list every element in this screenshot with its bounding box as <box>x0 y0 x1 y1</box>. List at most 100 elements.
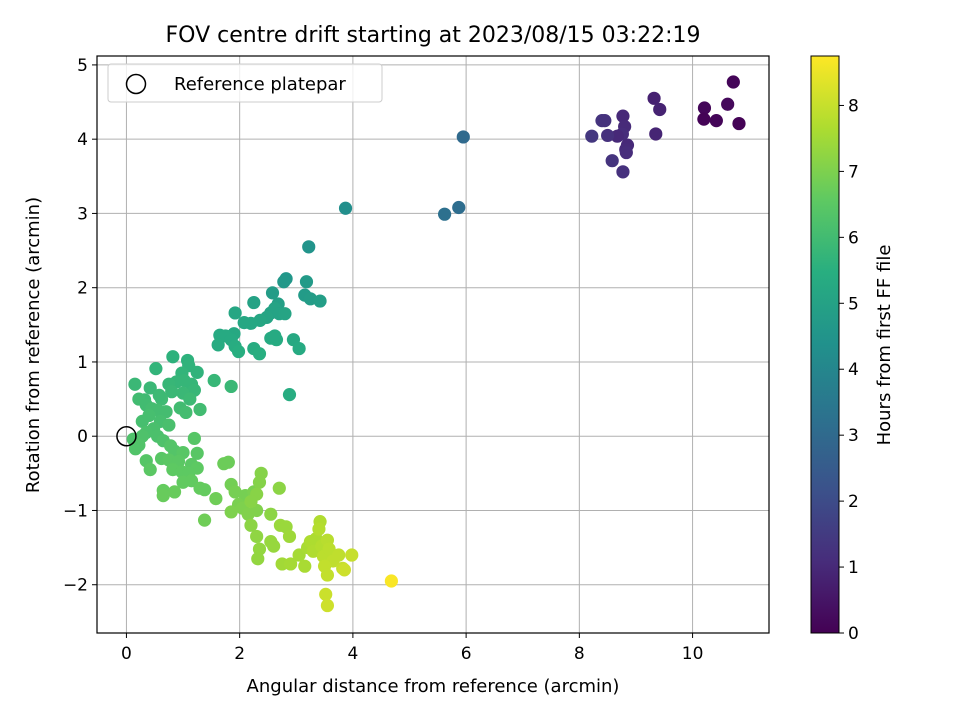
data-point <box>143 381 157 395</box>
colorbar-label: Hours from first FF file <box>874 245 895 446</box>
data-point <box>237 315 251 330</box>
x-tick-label: 4 <box>347 644 358 664</box>
data-point <box>264 507 278 521</box>
data-point <box>721 97 735 111</box>
data-point <box>165 385 179 399</box>
data-point <box>267 539 281 553</box>
data-point <box>193 402 207 417</box>
data-point <box>616 165 630 179</box>
chart-title: FOV centre drift starting at 2023/08/15 … <box>166 23 701 48</box>
data-point <box>128 442 143 456</box>
data-point <box>585 129 599 143</box>
data-point <box>284 557 298 571</box>
colorbar-tick-label: 2 <box>848 492 859 512</box>
data-point <box>231 344 246 359</box>
y-tick-label: −2 <box>63 576 88 596</box>
colorbar-tick-label: 5 <box>848 294 859 314</box>
data-point <box>197 513 212 527</box>
data-point <box>272 481 286 495</box>
y-tick-label: −1 <box>63 501 88 521</box>
data-point <box>292 341 306 356</box>
data-point <box>299 275 314 289</box>
data-point <box>197 483 212 497</box>
data-point <box>319 587 333 601</box>
data-point <box>601 128 615 143</box>
y-tick-label: 1 <box>77 353 88 373</box>
data-point <box>320 568 335 582</box>
x-tick-label: 8 <box>574 644 585 664</box>
data-point <box>726 75 740 89</box>
data-point <box>337 563 352 577</box>
x-axis-label: Angular distance from reference (arcmin) <box>247 676 620 697</box>
data-point <box>224 505 238 519</box>
y-tick-label: 0 <box>77 427 88 447</box>
y-tick-label: 4 <box>77 130 88 150</box>
colorbar-tick-label: 0 <box>848 624 859 644</box>
data-point <box>228 485 242 499</box>
data-point <box>184 474 199 488</box>
data-point <box>247 295 261 310</box>
legend-box <box>107 63 383 103</box>
x-tick-label: 6 <box>461 644 472 664</box>
data-point <box>332 548 346 562</box>
colorbar: 0 1 2 3 4 5 6 7 8 Hours from first FF file <box>810 55 895 644</box>
data-point <box>211 338 225 352</box>
colorbar-tick-label: 4 <box>848 360 859 380</box>
y-tick-label: 2 <box>77 279 88 299</box>
data-point <box>312 522 326 536</box>
data-point <box>616 109 630 123</box>
data-point <box>244 494 258 509</box>
data-point <box>152 388 166 402</box>
data-point <box>143 463 157 477</box>
data-point <box>252 347 267 361</box>
data-point <box>322 542 336 556</box>
data-point <box>265 286 280 300</box>
data-point <box>162 418 176 432</box>
x-tick-label: 10 <box>682 644 704 664</box>
data-point <box>452 200 466 215</box>
plot-frame <box>96 55 770 634</box>
data-point <box>320 598 335 613</box>
x-tick-label: 2 <box>234 644 245 664</box>
data-point <box>187 431 201 446</box>
y-tick-label: 5 <box>77 56 88 76</box>
data-point <box>282 529 297 544</box>
data-point <box>190 365 204 379</box>
data-point <box>179 405 193 420</box>
data-point <box>142 408 156 423</box>
data-point <box>438 207 452 221</box>
data-point <box>149 362 163 376</box>
data-point <box>282 388 297 402</box>
colorbar-gradient <box>810 55 840 634</box>
legend: Reference platepar <box>107 63 383 103</box>
data-point <box>697 101 712 115</box>
data-points <box>126 75 746 613</box>
data-point <box>251 552 265 566</box>
data-point <box>338 201 353 215</box>
data-point <box>183 392 197 406</box>
data-point <box>292 548 306 562</box>
data-point <box>166 350 180 364</box>
data-point <box>302 240 316 254</box>
data-point <box>167 485 182 499</box>
data-point <box>156 489 170 503</box>
data-point <box>128 377 142 391</box>
data-point <box>268 329 282 343</box>
data-point <box>252 475 267 489</box>
data-point <box>456 130 470 144</box>
data-point <box>209 491 223 506</box>
y-tick-label: 3 <box>77 204 88 224</box>
data-point <box>619 145 633 160</box>
data-point <box>278 307 292 321</box>
data-point <box>207 373 221 388</box>
data-point <box>384 574 398 588</box>
data-point <box>224 379 238 394</box>
y-axis-ticks: −2 −1 0 1 2 3 4 5 <box>63 56 97 596</box>
data-point <box>598 114 612 128</box>
legend-label: Reference platepar <box>174 74 346 95</box>
data-point <box>697 112 711 126</box>
grid <box>97 56 769 633</box>
colorbar-tick-label: 1 <box>848 558 859 578</box>
colorbar-tick-label: 6 <box>848 228 859 248</box>
data-point <box>647 91 661 105</box>
